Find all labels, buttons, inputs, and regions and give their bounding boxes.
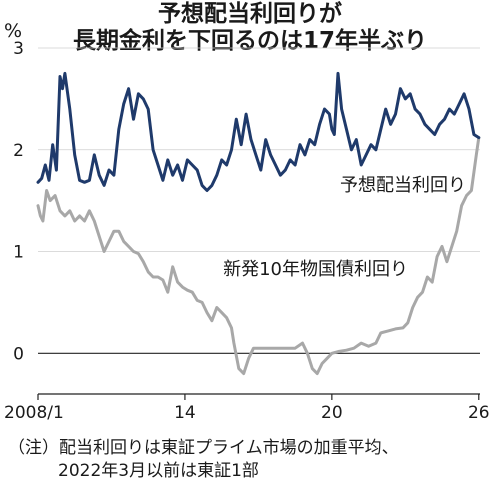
axes bbox=[37, 393, 480, 400]
y-tick-label: 2 bbox=[13, 141, 24, 161]
chart-title-line-1: 予想配当利回りが bbox=[158, 1, 342, 27]
series-label-dividend-yield: 予想配当利回り bbox=[340, 175, 466, 196]
series-label-10y-bond-yield: 新発10年物国債利回り bbox=[223, 259, 408, 280]
x-tick-label: 20 bbox=[321, 403, 343, 423]
series-line-dividend-yield bbox=[36, 71, 481, 192]
x-tick-label: 14 bbox=[174, 403, 196, 423]
series-line-10y-bond-yield bbox=[36, 136, 481, 376]
footnote-line-1: （注）配当利回りは東証プライム市場の加重平均、 bbox=[8, 438, 399, 458]
x-tick-label: 2008/1 bbox=[4, 403, 64, 423]
series-lines bbox=[36, 71, 481, 376]
tick-labels: 0 1 2 3 2008/1 14 20 26 bbox=[4, 39, 490, 423]
footnote-line-2: 2022年3月以前は東証1部 bbox=[58, 461, 259, 481]
y-axis-unit: % bbox=[4, 20, 23, 42]
y-tick-label: 0 bbox=[13, 344, 24, 364]
grid-lines bbox=[38, 47, 480, 354]
x-tick-label: 26 bbox=[468, 403, 490, 423]
y-tick-label: 1 bbox=[13, 243, 24, 263]
chart-title-line-2: 長期金利を下回るのは17年半ぶり bbox=[72, 28, 427, 54]
y-tick-label: 3 bbox=[13, 39, 24, 59]
